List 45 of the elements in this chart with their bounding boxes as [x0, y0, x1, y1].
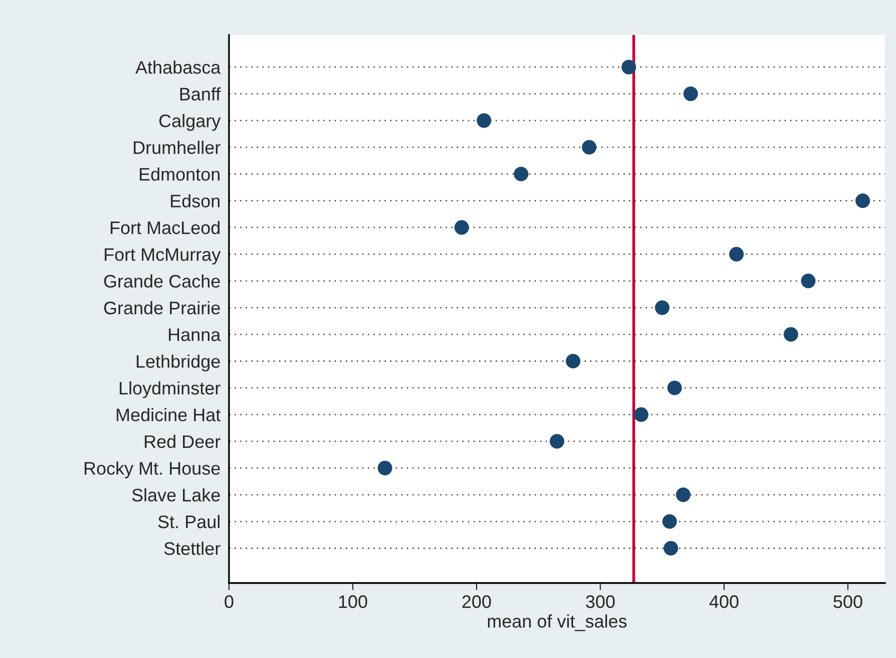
y-tick-label: Rocky Mt. House	[84, 462, 220, 478]
point	[654, 300, 670, 315]
point	[582, 140, 596, 155]
point	[784, 327, 798, 342]
y-tick-label: Slave Lake	[132, 488, 220, 502]
x-tick-label: 200	[462, 595, 491, 608]
point	[550, 434, 564, 449]
y-tick-label: Edson	[170, 194, 220, 208]
x-tick-label: 300	[586, 595, 615, 608]
point	[634, 407, 648, 422]
x-tick-label: 0	[224, 595, 234, 608]
point	[676, 488, 691, 502]
y-tick-label: Fort MacLeod	[110, 220, 220, 234]
point	[683, 86, 698, 102]
point	[667, 380, 682, 396]
point	[662, 514, 677, 529]
point	[855, 193, 870, 208]
y-tick-label: Medicine Hat	[116, 408, 221, 422]
x-tick-label: 400	[709, 595, 738, 608]
point	[800, 274, 816, 288]
y-tick-label: Stettler	[164, 542, 220, 555]
y-tick-label: Lloydminster	[120, 381, 220, 398]
y-tick-label: Athabasca	[135, 60, 221, 74]
point	[378, 460, 392, 476]
y-tick-label: Banff	[180, 87, 221, 101]
point	[476, 113, 492, 128]
y-tick-label: Lethbridge	[136, 354, 220, 372]
y-tick-label: St. Paul	[158, 514, 220, 528]
point	[664, 540, 678, 556]
y-tick-label: Drumheller	[134, 140, 220, 154]
y-tick-label: Edmonton	[140, 167, 220, 181]
y-tick-label: Grande Prairie	[104, 301, 220, 314]
y-tick-label: Calgary	[159, 114, 221, 131]
x-tick-label: 500	[834, 595, 862, 608]
point	[566, 354, 580, 368]
point	[454, 220, 469, 235]
point	[622, 60, 636, 74]
x-tick-label: 100	[339, 595, 368, 608]
y-tick-label: Fort McMurray	[104, 248, 221, 264]
y-tick-label: Grande Cache	[104, 274, 220, 288]
x-axis-title: mean of vit_sales	[488, 614, 627, 632]
y-tick-label: Hanna	[168, 328, 221, 342]
point	[729, 246, 744, 262]
point	[514, 166, 528, 182]
y-tick-label: Red Deer	[144, 434, 220, 448]
